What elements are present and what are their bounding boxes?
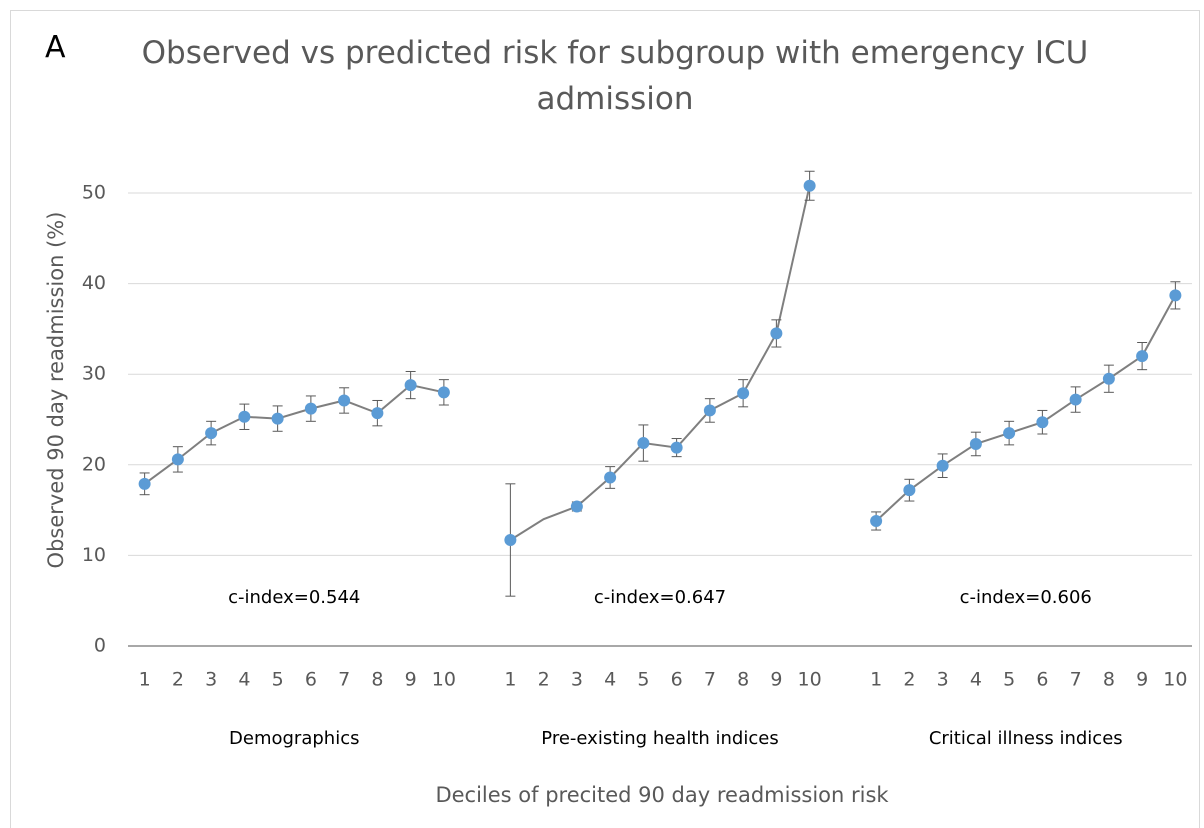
line bbox=[509, 185, 811, 541]
frame bbox=[10, 10, 1200, 828]
group-label: Critical illness indices bbox=[929, 728, 1123, 749]
x-tick-label: 6 bbox=[1036, 669, 1048, 691]
marker bbox=[504, 533, 517, 546]
panel-label: A bbox=[45, 30, 66, 65]
x-tick-label: 8 bbox=[1103, 669, 1115, 691]
x-tick-label: 1 bbox=[139, 669, 151, 691]
x-tick-label: 1 bbox=[504, 669, 516, 691]
annotation: c-index=0.647 bbox=[594, 587, 726, 608]
marker bbox=[670, 441, 683, 454]
x-tick-label: 7 bbox=[338, 669, 350, 691]
x-tick-label: 8 bbox=[371, 669, 383, 691]
marker bbox=[171, 453, 184, 466]
marker bbox=[1003, 427, 1016, 440]
marker bbox=[969, 437, 982, 450]
marker bbox=[1102, 372, 1115, 385]
marker bbox=[1136, 350, 1149, 363]
annotation: c-index=0.606 bbox=[960, 587, 1092, 608]
marker bbox=[338, 394, 351, 407]
x-tick-label: 7 bbox=[704, 669, 716, 691]
y-tick-label: 20 bbox=[82, 453, 106, 475]
group-label: Demographics bbox=[229, 728, 359, 749]
y-tick-label: 40 bbox=[82, 272, 106, 294]
y-axis-label: Observed 90 day readmission (%) bbox=[44, 212, 68, 569]
y-tick-label: 50 bbox=[82, 182, 106, 204]
x-tick-label: 7 bbox=[1070, 669, 1082, 691]
x-tick-label: 3 bbox=[205, 669, 217, 691]
y-tick-label: 30 bbox=[82, 363, 106, 385]
marker bbox=[936, 459, 949, 472]
x-tick-label: 6 bbox=[671, 669, 683, 691]
marker bbox=[903, 484, 916, 497]
x-tick-label: 3 bbox=[937, 669, 949, 691]
x-tick-label: 2 bbox=[903, 669, 915, 691]
group-label: Pre-existing health indices bbox=[541, 728, 778, 749]
marker bbox=[404, 379, 417, 392]
marker bbox=[637, 437, 650, 450]
x-tick-label: 9 bbox=[405, 669, 417, 691]
marker bbox=[770, 327, 783, 340]
marker bbox=[437, 386, 450, 399]
x-tick-label: 5 bbox=[1003, 669, 1015, 691]
marker bbox=[1036, 416, 1049, 429]
x-tick-label: 10 bbox=[432, 669, 456, 691]
chart-title: Observed vs predicted risk for subgroup … bbox=[141, 35, 1089, 117]
line bbox=[144, 383, 445, 485]
marker bbox=[138, 477, 151, 490]
x-tick-label: 4 bbox=[604, 669, 616, 691]
marker bbox=[304, 402, 317, 415]
annotation: c-index=0.544 bbox=[228, 587, 360, 608]
marker bbox=[570, 500, 583, 513]
x-tick-label: 8 bbox=[737, 669, 749, 691]
marker bbox=[1169, 289, 1182, 302]
x-tick-label: 10 bbox=[798, 669, 822, 691]
marker bbox=[803, 179, 816, 192]
x-tick-label: 10 bbox=[1163, 669, 1187, 691]
marker bbox=[271, 412, 284, 425]
x-tick-label: 5 bbox=[637, 669, 649, 691]
marker bbox=[205, 427, 218, 440]
x-tick-label: 4 bbox=[970, 669, 982, 691]
marker bbox=[737, 387, 750, 400]
x-tick-label: 2 bbox=[538, 669, 550, 691]
x-tick-label: 3 bbox=[571, 669, 583, 691]
marker bbox=[371, 407, 384, 420]
marker bbox=[703, 404, 716, 417]
marker bbox=[870, 514, 883, 527]
marker bbox=[604, 471, 617, 484]
marker bbox=[238, 410, 251, 423]
x-axis-label: Deciles of precited 90 day readmission r… bbox=[435, 783, 889, 807]
x-tick-label: 2 bbox=[172, 669, 184, 691]
y-tick-label: 10 bbox=[82, 544, 106, 566]
x-tick-label: 1 bbox=[870, 669, 882, 691]
marker bbox=[1069, 393, 1082, 406]
x-tick-label: 9 bbox=[1136, 669, 1148, 691]
x-tick-label: 4 bbox=[238, 669, 250, 691]
x-tick-label: 5 bbox=[272, 669, 284, 691]
y-tick-label: 0 bbox=[94, 635, 106, 657]
x-tick-label: 6 bbox=[305, 669, 317, 691]
line bbox=[875, 294, 1177, 522]
x-tick-label: 9 bbox=[770, 669, 782, 691]
